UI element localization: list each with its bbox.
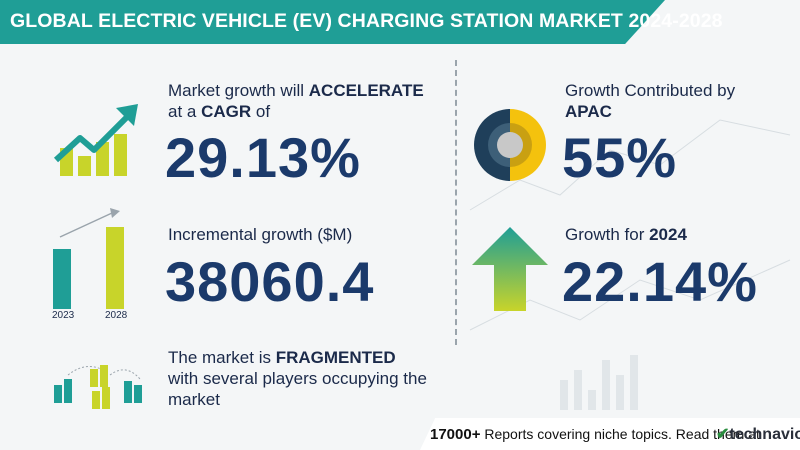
region-value: 55% (562, 126, 678, 189)
cagr-value: 29.13% (165, 126, 361, 189)
technavio-logo[interactable]: ✔technavio (716, 426, 800, 443)
up-arrow-icon (472, 227, 548, 311)
region-label-line2: APAC (565, 102, 612, 121)
incremental-label: Incremental growth ($M) (168, 225, 353, 244)
cagr-label-line2: at a CAGR of (168, 102, 271, 121)
page-title: GLOBAL ELECTRIC VEHICLE (EV) CHARGING ST… (10, 10, 723, 32)
growth-year-label: Growth for 2024 (565, 225, 687, 244)
header-band (0, 0, 665, 44)
incremental-value: 38060.4 (165, 250, 375, 313)
fragmented-label-line2: with several players occupying the (168, 369, 427, 388)
check-icon: ✔ (716, 426, 730, 443)
column-divider (455, 60, 457, 345)
cagr-label-line1: Market growth will ACCELERATE (168, 81, 424, 100)
region-donut-icon (474, 109, 546, 181)
bar-comparison-icon (53, 208, 124, 309)
growth-year-value: 22.14% (562, 250, 758, 313)
year-end-label: 2028 (105, 310, 128, 321)
growth-chart-icon (53, 104, 138, 176)
footer-text: 17000+ Reports covering niche topics. Re… (430, 426, 760, 443)
region-label-line1: Growth Contributed by (565, 81, 736, 100)
footer-band (420, 418, 800, 450)
year-start-label: 2023 (52, 310, 75, 321)
market-players-icon (54, 365, 142, 409)
fragmented-label-line1: The market is FRAGMENTED (168, 348, 396, 367)
fragmented-label-line3: market (168, 390, 220, 409)
